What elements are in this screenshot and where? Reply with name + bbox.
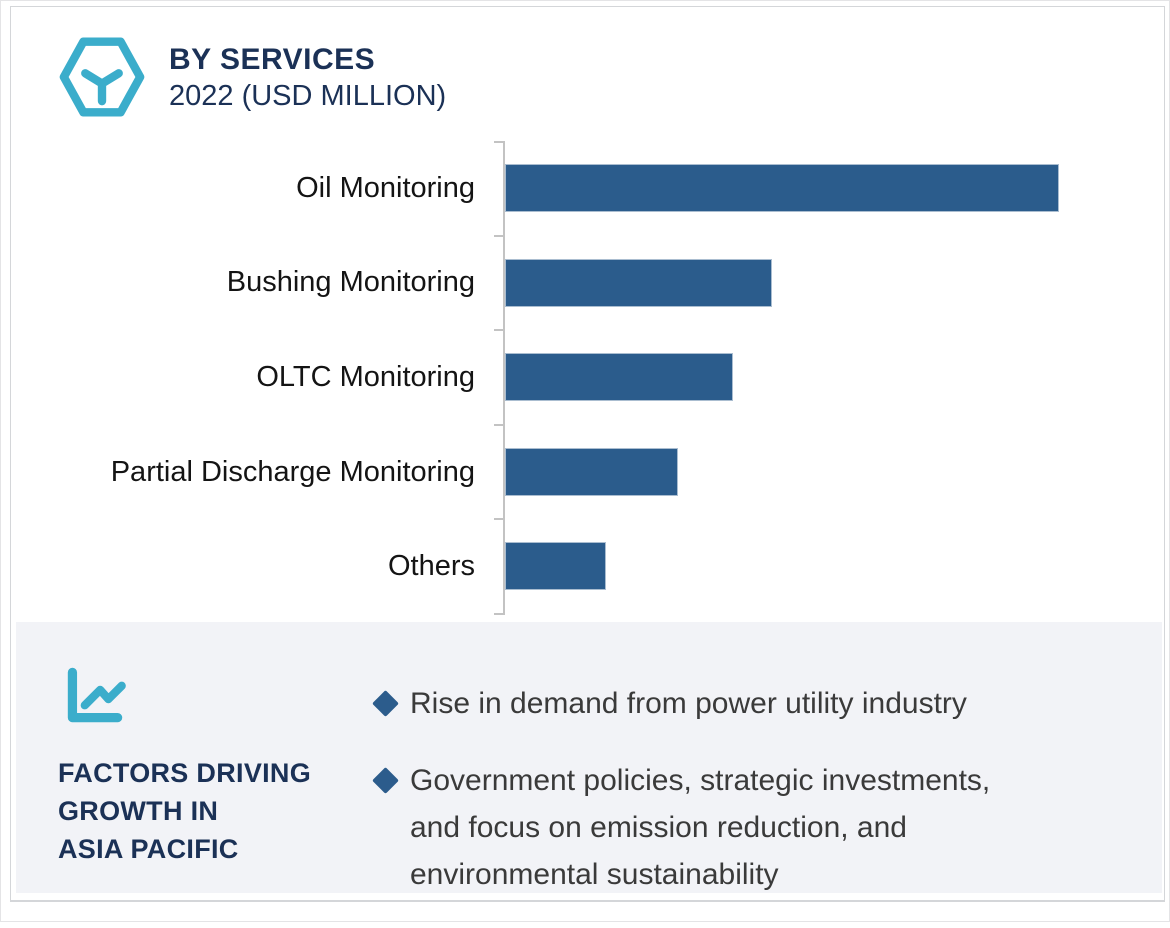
factors-bullet-list: Rise in demand from power utility indust… — [372, 680, 990, 928]
category-label: Bushing Monitoring — [226, 266, 475, 299]
bar-row: Partial Discharge Monitoring — [11, 425, 1164, 520]
bar-row: Oil Monitoring — [11, 141, 1164, 236]
bar-track — [505, 330, 1164, 425]
bar-row: Bushing Monitoring — [11, 236, 1164, 331]
diamond-bullet-icon — [372, 767, 399, 794]
category-label: OLTC Monitoring — [256, 360, 475, 393]
bar-chart: Oil Monitoring Bushing Monitoring OLTC Mon… — [11, 141, 1164, 615]
bar — [505, 258, 772, 307]
factor-bullet-text: Government policies, strategic investmen… — [410, 757, 990, 898]
bar-track — [505, 425, 1164, 520]
axis-tick — [494, 329, 503, 332]
factor-bullet-line: environmental sustainability — [410, 858, 779, 891]
chart-titles: BY SERVICES 2022 (USD MILLION) — [169, 37, 446, 114]
axis-tick — [494, 234, 503, 237]
factors-heading: FACTORS DRIVING GROWTH IN ASIA PACIFIC — [58, 754, 311, 868]
category-label: Oil Monitoring — [296, 171, 475, 204]
factors-heading-line: ASIA PACIFIC — [58, 834, 239, 864]
bar-rows: Oil Monitoring Bushing Monitoring OLTC Mon… — [11, 141, 1164, 614]
bar-row: Others — [11, 519, 1164, 614]
y-axis-line — [503, 141, 505, 615]
infographic-card: BY SERVICES 2022 (USD MILLION) Oil Monit… — [10, 6, 1165, 902]
bar — [505, 542, 607, 591]
bar-track — [505, 236, 1164, 331]
line-chart-icon — [67, 667, 126, 723]
bar — [505, 164, 1059, 212]
category-label: Partial Discharge Monitoring — [110, 455, 475, 488]
axis-tick — [494, 518, 503, 521]
chart-subtitle: 2022 (USD MILLION) — [169, 80, 447, 112]
chart-title: BY SERVICES — [169, 43, 376, 76]
factor-bullet-text: Rise in demand from power utility indust… — [410, 680, 967, 727]
bar-track — [505, 519, 1164, 614]
axis-tick — [494, 423, 503, 426]
factors-panel: FACTORS DRIVING GROWTH IN ASIA PACIFIC Ris… — [16, 622, 1162, 893]
bar-row: OLTC Monitoring — [11, 330, 1164, 425]
axis-tick — [494, 613, 503, 615]
bar — [505, 447, 679, 496]
factor-bullet: Government policies, strategic investmen… — [372, 757, 990, 898]
axis-tick — [494, 141, 503, 143]
diamond-bullet-icon — [372, 690, 399, 717]
factor-bullet-line: Rise in demand from power utility indust… — [410, 687, 967, 720]
factor-bullet: Rise in demand from power utility indust… — [372, 680, 990, 727]
bar — [505, 353, 734, 402]
factors-heading-line: FACTORS DRIVING — [58, 758, 312, 788]
hexagon-cube-icon — [59, 37, 145, 117]
category-label: Others — [387, 550, 475, 583]
bar-track — [505, 141, 1164, 236]
factors-heading-line: GROWTH IN — [58, 796, 219, 826]
chart-header: BY SERVICES 2022 (USD MILLION) — [57, 37, 446, 117]
factor-bullet-line: Government policies, strategic investmen… — [410, 764, 991, 797]
factor-bullet-line: and focus on emission reduction, and — [410, 811, 907, 844]
